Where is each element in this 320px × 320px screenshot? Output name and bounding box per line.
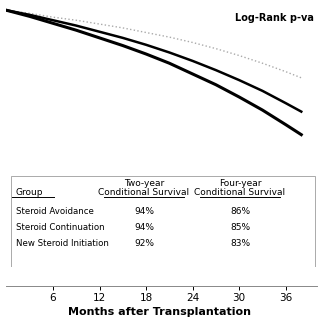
Text: 83%: 83% <box>230 239 250 248</box>
Text: 85%: 85% <box>230 223 250 232</box>
Text: 94%: 94% <box>134 223 154 232</box>
Text: Steroid Continuation: Steroid Continuation <box>16 223 105 232</box>
Text: 94%: 94% <box>134 207 154 216</box>
Text: Two-year: Two-year <box>124 179 164 188</box>
Text: Group: Group <box>16 188 44 197</box>
Text: Steroid Avoidance: Steroid Avoidance <box>16 207 94 216</box>
Text: Log-Rank p-va: Log-Rank p-va <box>235 13 314 23</box>
Text: Conditional Survival: Conditional Survival <box>195 188 285 197</box>
Text: Four-year: Four-year <box>219 179 261 188</box>
Text: Conditional Survival: Conditional Survival <box>99 188 189 197</box>
Text: 92%: 92% <box>134 239 154 248</box>
Text: New Steroid Initiation: New Steroid Initiation <box>16 239 109 248</box>
Text: 86%: 86% <box>230 207 250 216</box>
Text: Months after Transplantation: Months after Transplantation <box>68 307 252 317</box>
